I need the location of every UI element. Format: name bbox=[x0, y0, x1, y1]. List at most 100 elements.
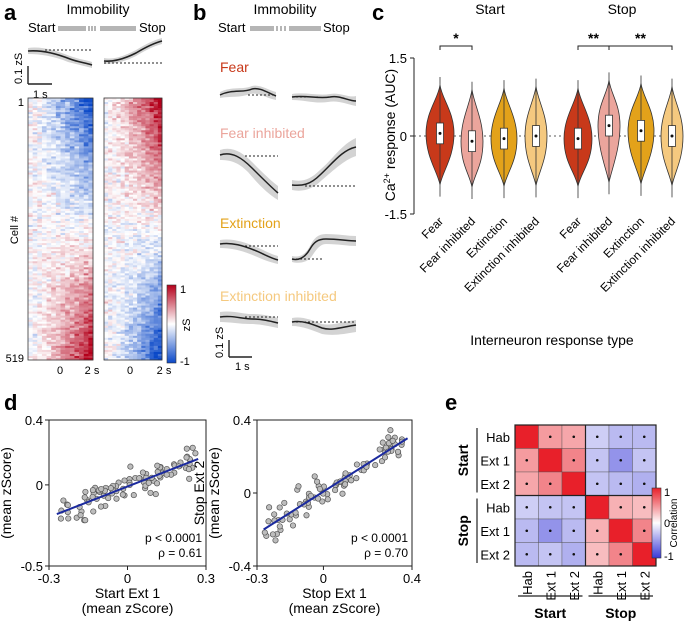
panel-a-heatmap-start-frame bbox=[27, 97, 94, 361]
scatter-stop-point bbox=[276, 504, 283, 511]
scatter-start-point bbox=[89, 487, 96, 494]
panel-b-label: b bbox=[193, 0, 206, 25]
corr-sig-dot bbox=[548, 505, 552, 509]
scatter-stop-point bbox=[266, 504, 273, 511]
panel-b-title: Immobility bbox=[253, 1, 316, 17]
scatter-stop-point bbox=[281, 499, 288, 506]
scatter-stop-point bbox=[276, 523, 283, 530]
scatter-start-xlabel-2: (mean zScore) bbox=[82, 600, 174, 616]
scatter-stop-point bbox=[348, 477, 355, 484]
scatter-stop-point bbox=[319, 498, 326, 505]
panel-b-trace-fear-inhibited-start bbox=[219, 148, 279, 200]
corr-sig-dot bbox=[642, 505, 646, 509]
panel-b-trace-extinction-inhibited-stop bbox=[291, 317, 357, 335]
scatter-start-point bbox=[77, 512, 84, 519]
significance-bracket bbox=[608, 45, 673, 50]
panel-c-ytick-label: 1.5 bbox=[389, 51, 407, 66]
violin-median-stop-2 bbox=[639, 129, 643, 133]
scatter-start-point bbox=[136, 475, 143, 482]
violin-median-start-0 bbox=[438, 131, 442, 135]
panel-e-colorbar-mid: 0 bbox=[664, 518, 670, 530]
scatter-start-point bbox=[121, 477, 128, 484]
scatter-stop-point bbox=[311, 473, 318, 480]
scatter-start-point bbox=[81, 494, 88, 501]
panel-a: a Immobility Start Stop 0.1 zS 1 s bbox=[4, 0, 193, 377]
scatter-start-point bbox=[147, 489, 154, 496]
corr-sig-dot bbox=[525, 458, 529, 462]
corr-sig-dot bbox=[572, 458, 576, 462]
corr-sig-dot bbox=[548, 529, 552, 533]
panel-e-colorbar bbox=[651, 487, 662, 559]
scatter-stop-point bbox=[314, 478, 321, 485]
panel-c-axis: 1.5 0 -1.5 bbox=[385, 51, 682, 222]
scatter-stop-point bbox=[372, 462, 379, 469]
scatter-stop-point bbox=[269, 531, 276, 538]
corr-sig-dot bbox=[548, 435, 552, 439]
corr-col-label: Hab bbox=[590, 571, 605, 595]
scatter-start-point bbox=[65, 515, 72, 522]
panel-a-mean-trace-start bbox=[27, 47, 93, 68]
scatter-stop-xtick-label: 0.4 bbox=[403, 571, 421, 586]
violin-median-start-3 bbox=[534, 134, 538, 138]
violin-median-stop-0 bbox=[576, 137, 580, 141]
violin-median-start-1 bbox=[470, 139, 474, 143]
panel-e: e Hab Ext 1 Ext 2 Hab Ext 1 Ext 2 Hab Ext 1 Ext … bbox=[445, 390, 680, 621]
panel-e-colorbar-max: 1 bbox=[664, 487, 670, 499]
corr-sig-dot bbox=[525, 505, 529, 509]
scatter-start-xlabel-1: Start Ext 1 bbox=[95, 585, 161, 601]
corr-cell bbox=[514, 424, 539, 449]
panel-c: c Start Stop Ca2+ response (AUC) 1.5 0 -1.… bbox=[372, 0, 684, 348]
corr-sig-dot bbox=[642, 529, 646, 533]
scatter-stop-ytick-label: -0.4 bbox=[229, 559, 251, 574]
scatter-start-ytick-label: 0.4 bbox=[25, 413, 43, 428]
scatter-start-point bbox=[57, 515, 64, 522]
scatter-start-point bbox=[107, 485, 114, 492]
scatter-stop-point bbox=[342, 470, 349, 477]
panel-a-start-label: Start bbox=[28, 20, 56, 35]
panel-e-heatmap: Hab Ext 1 Ext 2 Hab Ext 1 Ext 2 Hab Ext 1 Ext 2 H… bbox=[455, 424, 657, 621]
panel-a-heatmap-stop bbox=[104, 98, 163, 361]
corr-sig-dot bbox=[525, 529, 529, 533]
panel-a-xtick-right-2: 2 s bbox=[157, 365, 172, 377]
significance-bracket bbox=[577, 45, 610, 50]
panel-c-label: c bbox=[372, 0, 384, 25]
scatter-stop-point bbox=[353, 461, 360, 468]
category-label-start-0: Fear bbox=[419, 214, 446, 241]
significance-bracket bbox=[439, 45, 473, 50]
scatter-start-fit-line bbox=[56, 458, 199, 516]
scatter-stop-point bbox=[303, 512, 310, 519]
panel-b-trace-extinction-start bbox=[219, 239, 279, 264]
corr-col-label: Ext 2 bbox=[567, 571, 582, 601]
scatter-start-point bbox=[105, 495, 112, 502]
scatter-stop-xlabel-1: Stop Ext 1 bbox=[302, 585, 367, 601]
corr-sig-dot bbox=[619, 552, 623, 556]
panel-e-colorbar-label: Correlation bbox=[669, 499, 680, 548]
corr-col-label: Ext 1 bbox=[543, 571, 558, 601]
scatter-start-point bbox=[189, 444, 196, 451]
scatter-start-point bbox=[98, 485, 105, 493]
corr-sig-dot bbox=[548, 482, 552, 486]
panel-a-stop-label: Stop bbox=[139, 20, 166, 35]
scatter-stop-ylabel-1: Stop Ext 2 bbox=[191, 460, 207, 525]
panel-b-trace-extinction-inhibited-start bbox=[219, 311, 279, 328]
scatter-stop-point bbox=[272, 537, 279, 544]
scatter-stop-point bbox=[332, 487, 339, 494]
scatter-start-point bbox=[97, 503, 105, 510]
scatter-start-point bbox=[119, 491, 126, 498]
panel-a-mean-trace-stop bbox=[103, 38, 163, 64]
violin-median-stop-1 bbox=[607, 124, 611, 128]
corr-sig-dot bbox=[572, 552, 576, 556]
panel-c-ylabel: Ca2+ response (AUC) bbox=[382, 69, 398, 201]
corr-sig-dot bbox=[595, 482, 599, 486]
panel-a-heatmap-stop-frame bbox=[103, 97, 163, 361]
corr-cell bbox=[585, 495, 610, 520]
scatter-stop-point bbox=[389, 437, 396, 444]
significance-label: * bbox=[453, 30, 459, 46]
scatter-start-point bbox=[64, 502, 71, 509]
corr-sig-dot bbox=[548, 552, 552, 556]
panel-a-title: Immobility bbox=[66, 1, 129, 17]
panel-b-start-label: Start bbox=[218, 20, 246, 35]
scatter-stop-point bbox=[265, 518, 272, 525]
scatter-start-point bbox=[183, 445, 190, 452]
